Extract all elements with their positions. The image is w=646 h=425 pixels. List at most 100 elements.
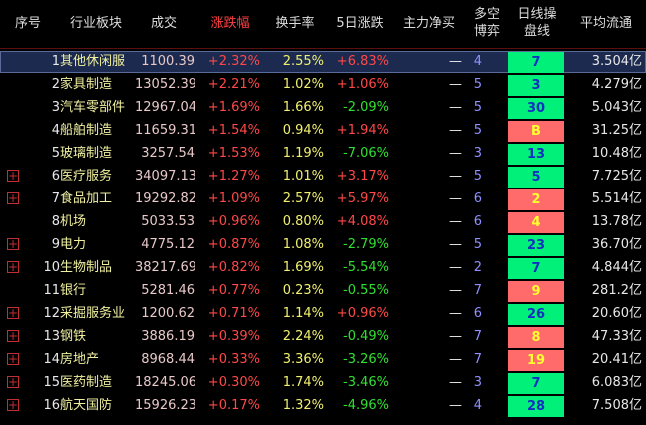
cell: 15926.23 (135, 397, 195, 413)
cell: 36.70亿 (591, 237, 642, 253)
cell: 钢铁 (60, 328, 87, 344)
column-header[interactable]: 序号 (14, 15, 41, 31)
cell: 银行 (60, 283, 87, 298)
cell: 5.043亿 (591, 99, 642, 115)
cell: 食品加工 (60, 191, 113, 207)
column-header[interactable]: 成交 (150, 15, 177, 31)
signal-cell: 7 (508, 258, 564, 280)
cell: 2 (473, 260, 482, 276)
cell: 4.279亿 (591, 76, 642, 92)
cell: -0.55% (343, 283, 389, 298)
column-header[interactable]: 涨跌幅 (210, 15, 250, 31)
table-row[interactable]: +15 医药制造 18245.06 +0.30% 1.74% -3.46% — 3 7 6.083… (0, 372, 646, 394)
expand-button[interactable]: + (7, 237, 19, 252)
table-row[interactable]: 8 机场 5033.53 +0.96% 0.80% +4.08% — 6 4 13.78亿 (0, 211, 646, 234)
expand-button[interactable]: + (7, 374, 19, 389)
table-row[interactable]: +6 医疗服务 34097.13 +1.27% 1.01% +3.17% — 5 5 7.725亿 (0, 166, 646, 188)
signal-cell: 2 (508, 189, 564, 211)
expand-button[interactable]: + (7, 191, 19, 206)
cell: 19292.82 (135, 191, 195, 207)
table-row[interactable]: +14 房地产 8968.44 +0.33% 3.36% -3.26% — 7 19 20.41亿 (0, 349, 646, 371)
table-row[interactable]: +12 采掘服务业 1200.62 +0.71% 1.14% +0.96% — 6 26 20.6… (0, 303, 646, 325)
expand-button[interactable]: + (7, 260, 19, 275)
cell: 7 (473, 283, 482, 298)
cell: 281.2亿 (591, 283, 642, 298)
table-row[interactable]: +7 食品加工 19292.82 +1.09% 2.57% +5.97% — 6 2 5.514亿 (0, 188, 646, 211)
cell: +2.32% (207, 54, 260, 69)
cell: 6 (51, 168, 60, 184)
cell: 12 (43, 305, 60, 321)
table-row[interactable]: 5 玻璃制造 3257.54 +1.53% 1.19% -7.06% — 3 13 10.48亿 (0, 143, 646, 165)
table-row[interactable]: 3 汽车零部件 12967.04 +1.69% 1.66% -2.09% — 5 30 5.043… (0, 97, 646, 119)
column-header[interactable]: 日线操 盘线 (517, 7, 557, 39)
cell: 5 (51, 145, 60, 161)
cell: 3 (51, 99, 60, 115)
expand-button[interactable]: + (7, 305, 19, 320)
cell: — (449, 122, 462, 138)
cell: 11 (43, 283, 60, 298)
expand-button[interactable]: + (7, 328, 19, 343)
cell: 1.66% (282, 99, 324, 115)
cell: 1.19% (282, 145, 324, 161)
expand-button[interactable]: + (7, 168, 19, 183)
expand-button[interactable]: + (7, 351, 19, 366)
cell: 3 (473, 374, 482, 390)
cell: 14 (43, 351, 60, 367)
cell: +0.96% (336, 305, 389, 321)
cell: — (449, 99, 462, 115)
column-header[interactable]: 平均流通 (579, 15, 632, 31)
cell: 1.69% (282, 260, 324, 276)
cell: 11659.31 (135, 122, 195, 138)
signal-cell: 30 (508, 97, 564, 119)
cell: -5.54% (343, 260, 389, 276)
column-header[interactable]: 5日涨跌 (336, 15, 384, 31)
cell: 38217.69 (135, 260, 195, 276)
column-header[interactable]: 换手率 (275, 15, 315, 31)
cell: 5 (473, 237, 482, 253)
table-row[interactable]: +10 生物制品 38217.69 +0.82% 1.69% -5.54% — 2 7 4.844… (0, 257, 646, 280)
cell: — (449, 397, 462, 413)
table-row[interactable]: 11 银行 5281.46 +0.77% 0.23% -0.55% — 7 9 281.2亿 (0, 280, 646, 302)
cell: +3.17% (336, 168, 389, 184)
cell: 1.08% (282, 237, 324, 253)
table-row[interactable]: 1 其他休闲服 1100.39 +2.32% 2.55% +6.83% — 4 7 3.504亿 (0, 51, 646, 73)
signal-cell: 26 (508, 303, 564, 325)
cell: 15 (43, 374, 60, 390)
signal-cell: B (508, 120, 564, 142)
table-row[interactable]: +9 电力 4775.12 +0.87% 1.08% -2.79% — 5 23 36.70亿 (0, 234, 646, 257)
signal-cell: 13 (508, 143, 564, 165)
cell: 10.48亿 (591, 145, 642, 161)
column-header[interactable]: 主力净买 (402, 15, 455, 31)
cell: 4 (473, 397, 482, 413)
cell: 5033.53 (141, 214, 195, 230)
cell: 其他休闲服 (60, 54, 126, 69)
cell: 47.33亿 (591, 328, 642, 344)
cell: 机场 (60, 214, 87, 230)
table-row[interactable]: 4 船舶制造 11659.31 +1.54% 0.94% +1.94% — 5 B 31.25亿 (0, 120, 646, 142)
expand-button[interactable]: + (7, 397, 19, 412)
table-row[interactable]: 2 家具制造 13052.39 +2.21% 1.02% +1.06% — 5 3 4.279亿 (0, 74, 646, 96)
cell: -2.09% (343, 99, 389, 115)
cell: 1.74% (282, 374, 324, 390)
cell: 31.25亿 (591, 122, 642, 138)
cell: — (449, 168, 462, 184)
cell: 0.94% (282, 122, 324, 138)
cell: 0.80% (282, 214, 324, 230)
table-row[interactable]: +16 航天国防 15926.23 +0.17% 1.32% -4.96% — 4 28 7.50… (0, 395, 646, 417)
cell: +5.97% (336, 191, 389, 207)
cell: — (449, 305, 462, 321)
column-header[interactable]: 行业板块 (69, 15, 122, 31)
cell: +6.83% (336, 54, 389, 69)
cell: 医疗服务 (60, 168, 113, 184)
cell: — (449, 145, 462, 161)
cell: +0.17% (207, 397, 260, 413)
cell: 1100.39 (141, 54, 195, 69)
table-row[interactable]: +13 钢铁 3886.19 +0.39% 2.24% -0.49% — 7 8 47.33亿 (0, 326, 646, 348)
cell: 5 (473, 168, 482, 184)
cell: -0.49% (343, 328, 389, 344)
cell: 船舶制造 (60, 122, 113, 138)
cell: 5 (473, 76, 482, 92)
column-header[interactable]: 多空 博弈 (473, 7, 500, 39)
cell: 4 (51, 122, 60, 138)
cell: 0.23% (282, 283, 324, 298)
